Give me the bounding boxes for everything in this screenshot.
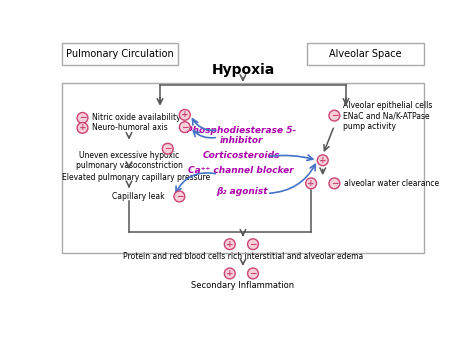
Text: Neuro-humoral axis: Neuro-humoral axis xyxy=(92,123,167,132)
Text: Elevated pulmonary capillary pressure: Elevated pulmonary capillary pressure xyxy=(62,174,210,182)
Text: Ca⁺⁺ channel blocker: Ca⁺⁺ channel blocker xyxy=(189,166,294,175)
Text: −: − xyxy=(331,179,338,188)
Text: +: + xyxy=(226,240,234,249)
Text: −: − xyxy=(249,240,257,249)
Text: Pulmonary Circulation: Pulmonary Circulation xyxy=(66,49,173,59)
Circle shape xyxy=(247,239,258,250)
Circle shape xyxy=(329,110,340,121)
Text: Alveolar epithelial cells
ENaC and Na/K-ATPase
pump activity: Alveolar epithelial cells ENaC and Na/K-… xyxy=(343,101,432,131)
Circle shape xyxy=(179,109,190,120)
Text: +: + xyxy=(79,123,86,132)
Circle shape xyxy=(247,268,258,279)
Circle shape xyxy=(77,113,88,123)
Text: Nitric oxide availability: Nitric oxide availability xyxy=(92,114,181,122)
Circle shape xyxy=(317,155,328,166)
Text: Hypoxia: Hypoxia xyxy=(211,63,274,77)
Bar xyxy=(307,43,423,65)
Text: +: + xyxy=(307,179,315,188)
Circle shape xyxy=(162,143,173,154)
Text: −: − xyxy=(176,192,183,201)
Text: −: − xyxy=(79,114,86,122)
Text: Capillary leak: Capillary leak xyxy=(112,192,164,201)
Text: Uneven excessive hypoxic
pulmonary vasoconstriction: Uneven excessive hypoxic pulmonary vasoc… xyxy=(75,151,182,170)
Text: +: + xyxy=(181,110,189,119)
Circle shape xyxy=(77,122,88,133)
Text: −: − xyxy=(331,111,338,120)
Circle shape xyxy=(224,268,235,279)
Circle shape xyxy=(306,178,317,189)
Circle shape xyxy=(329,178,340,189)
Text: −: − xyxy=(181,123,189,132)
Text: Alveolar Space: Alveolar Space xyxy=(329,49,401,59)
Text: Corticosteroids: Corticosteroids xyxy=(202,151,280,160)
Text: +: + xyxy=(226,269,234,278)
Text: −: − xyxy=(164,144,172,153)
Text: β₂ agonist: β₂ agonist xyxy=(216,187,267,196)
Text: Secondary Inflammation: Secondary Inflammation xyxy=(191,281,294,290)
Circle shape xyxy=(174,191,185,202)
Text: Protein and red blood cells rich interstitial and alveolar edema: Protein and red blood cells rich interst… xyxy=(123,252,363,261)
Text: −: − xyxy=(249,269,257,278)
Bar xyxy=(62,43,178,65)
Text: Phosphodiesterase 5-
inhibitor: Phosphodiesterase 5- inhibitor xyxy=(186,125,297,145)
Circle shape xyxy=(179,122,190,133)
Bar xyxy=(62,83,424,253)
Text: +: + xyxy=(319,156,327,165)
Text: alveolar water clearance: alveolar water clearance xyxy=(345,179,439,188)
Circle shape xyxy=(224,239,235,250)
